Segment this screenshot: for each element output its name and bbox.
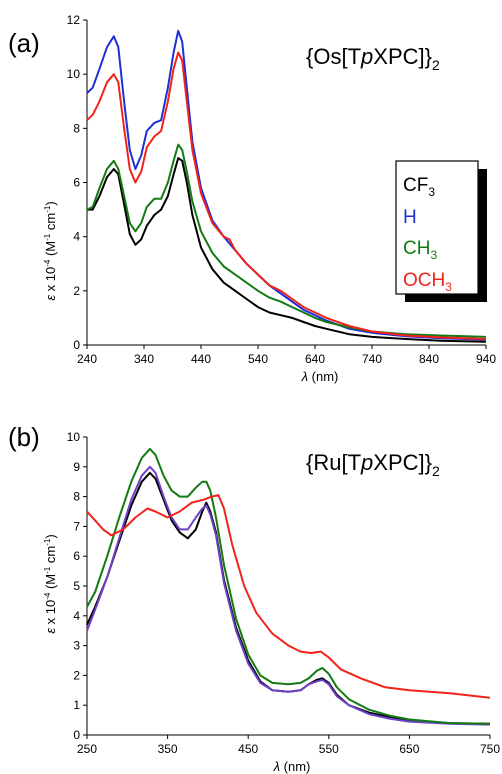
panel-a-xlabel: λ (nm) — [301, 369, 339, 384]
y-tick-label: 4 — [73, 230, 80, 244]
y-tick-label: 5 — [73, 579, 80, 593]
y-tick-label: 8 — [73, 490, 80, 504]
series-line-4 — [86, 494, 491, 699]
x-tick-label: 640 — [305, 352, 325, 366]
legend-entry-ch3: CH3 — [403, 238, 437, 262]
panel-b-label: (b) — [8, 422, 40, 452]
y-tick-label: 4 — [73, 609, 80, 623]
legend: CF3 H CH3 OCH3 — [395, 160, 487, 302]
x-tick-label: 340 — [134, 352, 154, 366]
y-tick-label: 6 — [73, 549, 80, 563]
series-ch3-line — [86, 143, 487, 338]
x-tick-label: 250 — [77, 742, 97, 756]
y-tick-label: 10 — [67, 430, 81, 444]
y-tick-label: 0 — [73, 728, 80, 742]
panel-b-title: {Ru[TpXPC]}2 — [306, 450, 440, 479]
series-cf3-line — [87, 157, 487, 343]
y-tick-label: 6 — [73, 176, 80, 190]
y-tick-label: 3 — [73, 639, 80, 653]
x-tick-label: 740 — [362, 352, 382, 366]
x-tick-label: 550 — [319, 742, 339, 756]
x-tick-label: 350 — [158, 742, 178, 756]
legend-box — [395, 160, 479, 295]
x-tick-label: 240 — [77, 352, 97, 366]
y-tick-label: 10 — [67, 67, 81, 81]
legend-entry-och3: OCH3 — [403, 270, 452, 294]
x-tick-label: 750 — [480, 742, 500, 756]
y-tick-label: 12 — [67, 13, 81, 27]
y-tick-label: 1 — [73, 698, 80, 712]
x-tick-label: 450 — [238, 742, 258, 756]
panel-a-ylabel: ε x 10-4 (M-1 cm-1) — [43, 201, 58, 300]
panel-b-ylabel: ε x 10-4 (M-1 cm-1) — [43, 534, 58, 633]
x-tick-label: 440 — [191, 352, 211, 366]
panel-b-plot: 0 1 2 3 4 5 6 7 8 9 10 250 350 450 550 650 750 — [67, 430, 501, 756]
panel-a-plot: 0 2 4 6 8 10 12 240 340 440 540 640 740 840 940 — [67, 13, 497, 366]
x-tick-label: 650 — [399, 742, 419, 756]
y-tick-label: 8 — [73, 121, 80, 135]
series-h-line — [86, 29, 487, 341]
y-tick-label: 2 — [73, 284, 80, 298]
panel-b-xlabel: λ (nm) — [273, 759, 311, 774]
legend-entry-cf3: CF3 — [403, 175, 435, 199]
series-line-3 — [86, 447, 491, 725]
x-tick-label: 540 — [248, 352, 268, 366]
y-tick-label: 9 — [73, 460, 80, 474]
panel-b: (b) {Ru[TpXPC]}2 0 1 2 3 4 5 6 7 8 9 10 250 350 450 55… — [8, 422, 500, 774]
panel-a-title: {Os[TpXPC]}2 — [306, 44, 440, 73]
legend-entry-h: H — [403, 207, 417, 228]
y-tick-label: 0 — [73, 338, 80, 352]
x-tick-label: 940 — [476, 352, 496, 366]
panel-a-label: (a) — [8, 28, 40, 58]
panel-a: (a) {Os[TpXPC]}2 0 2 4 6 8 10 12 240 340 440 540 64… — [8, 13, 496, 384]
y-tick-label: 2 — [73, 668, 80, 682]
series-och3-line — [86, 51, 487, 340]
series-line-2 — [86, 465, 491, 726]
y-tick-label: 7 — [73, 519, 80, 533]
series-line-1 — [86, 471, 491, 725]
x-tick-label: 840 — [419, 352, 439, 366]
